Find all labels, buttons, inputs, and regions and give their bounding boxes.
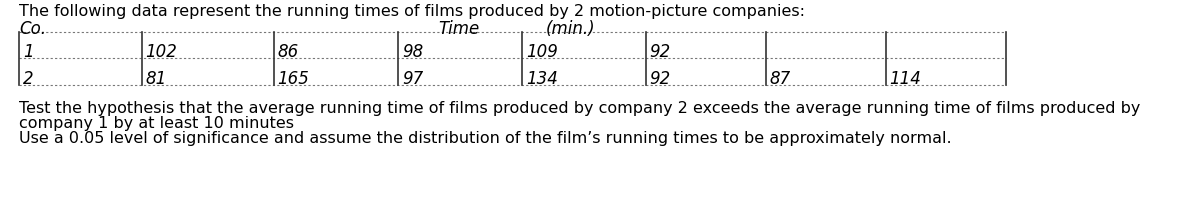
- Text: 92: 92: [649, 43, 671, 61]
- Text: 1: 1: [23, 43, 34, 61]
- Text: The following data represent the running times of films produced by 2 motion-pic: The following data represent the running…: [19, 4, 805, 19]
- Text: 165: 165: [277, 70, 310, 88]
- Text: 134: 134: [526, 70, 558, 88]
- Text: 114: 114: [889, 70, 922, 88]
- Text: 98: 98: [402, 43, 424, 61]
- Text: 81: 81: [145, 70, 167, 88]
- Text: Time: Time: [438, 20, 479, 38]
- Text: 97: 97: [402, 70, 424, 88]
- Text: Test the hypothesis that the average running time of films produced by company 2: Test the hypothesis that the average run…: [19, 101, 1140, 116]
- Text: 2: 2: [23, 70, 34, 88]
- Text: Co.: Co.: [19, 20, 47, 38]
- Text: 87: 87: [769, 70, 791, 88]
- Text: Use a 0.05 level of significance and assume the distribution of the film’s runni: Use a 0.05 level of significance and ass…: [19, 131, 952, 146]
- Text: company 1 by at least 10 minutes: company 1 by at least 10 minutes: [19, 116, 294, 131]
- Text: 92: 92: [649, 70, 671, 88]
- Text: 86: 86: [277, 43, 299, 61]
- Text: (min.): (min.): [546, 20, 595, 38]
- Text: 109: 109: [526, 43, 558, 61]
- Text: 102: 102: [145, 43, 178, 61]
